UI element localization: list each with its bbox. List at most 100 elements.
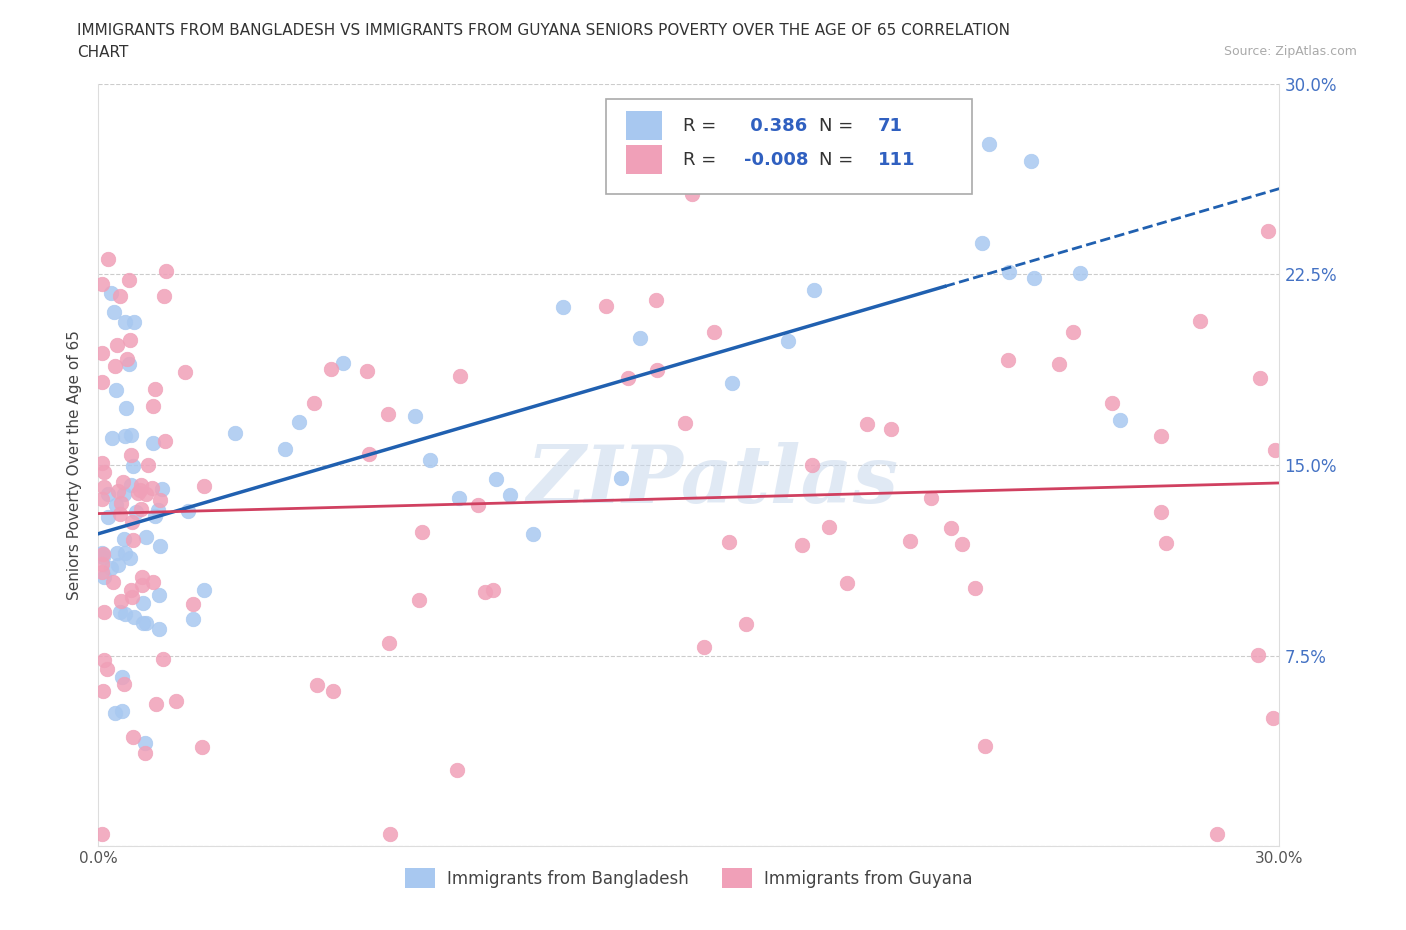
Point: [101, 575, 124, 590]
Point: [114, 545, 136, 560]
Point: [1101, 395, 1123, 410]
Text: R =: R =: [683, 116, 723, 135]
Text: N =: N =: [818, 116, 859, 135]
Point: [727, 166, 749, 181]
Point: [93, 479, 115, 494]
Text: 0.386: 0.386: [744, 116, 807, 135]
Point: [132, 616, 155, 631]
Point: [482, 582, 505, 597]
Point: [800, 458, 823, 472]
Point: [114, 315, 136, 330]
Point: [93, 464, 115, 479]
FancyBboxPatch shape: [606, 99, 973, 194]
Point: [224, 426, 246, 441]
Point: [91, 545, 114, 560]
Point: [148, 588, 170, 603]
Point: [193, 478, 215, 493]
Point: [332, 356, 354, 371]
Text: 111: 111: [877, 151, 915, 169]
Text: 71: 71: [877, 116, 903, 135]
Point: [93, 570, 115, 585]
Point: [193, 582, 215, 597]
Point: [127, 485, 149, 500]
Point: [152, 652, 174, 667]
Point: [1024, 271, 1046, 286]
Point: [148, 622, 170, 637]
Point: [717, 534, 740, 549]
Point: [149, 539, 172, 554]
Point: [173, 365, 195, 379]
Point: [105, 545, 128, 560]
Point: [105, 338, 128, 352]
Point: [274, 441, 297, 456]
Point: [97, 510, 120, 525]
Point: [120, 427, 142, 442]
Point: [499, 488, 522, 503]
Point: [920, 491, 942, 506]
Point: [101, 431, 124, 445]
Point: [118, 333, 141, 348]
Point: [112, 676, 135, 691]
Point: [997, 352, 1019, 367]
Text: ZIPatlas: ZIPatlas: [526, 442, 898, 519]
Point: [378, 635, 401, 650]
Point: [115, 352, 138, 366]
Point: [645, 292, 668, 307]
Point: [1069, 266, 1091, 281]
Point: [93, 604, 115, 619]
Point: [673, 415, 696, 430]
Point: [681, 186, 703, 201]
Point: [321, 362, 343, 377]
Point: [91, 345, 114, 360]
FancyBboxPatch shape: [626, 112, 662, 140]
Point: [112, 531, 135, 546]
Point: [1062, 325, 1084, 339]
Point: [1154, 536, 1177, 551]
Point: [181, 597, 204, 612]
Point: [104, 706, 127, 721]
Point: [419, 453, 441, 468]
Point: [136, 458, 159, 472]
Text: Source: ZipAtlas.com: Source: ZipAtlas.com: [1223, 45, 1357, 58]
Point: [118, 357, 141, 372]
Point: [155, 263, 177, 278]
Point: [93, 653, 115, 668]
Point: [131, 569, 153, 584]
Point: [1249, 371, 1271, 386]
Point: [1021, 153, 1043, 168]
Point: [153, 433, 176, 448]
Point: [108, 288, 131, 303]
Point: [121, 590, 143, 604]
Point: [974, 738, 997, 753]
Point: [474, 584, 496, 599]
Point: [1261, 711, 1284, 725]
Point: [609, 471, 631, 485]
Point: [104, 359, 127, 374]
Point: [145, 382, 167, 397]
Point: [485, 472, 508, 486]
Point: [357, 447, 380, 462]
Point: [103, 304, 125, 319]
Point: [143, 508, 166, 523]
Point: [950, 537, 973, 551]
Point: [129, 478, 152, 493]
Point: [129, 483, 152, 498]
Point: [1047, 357, 1070, 372]
Point: [720, 376, 742, 391]
Point: [1257, 223, 1279, 238]
Point: [1109, 413, 1132, 428]
Point: [1264, 443, 1286, 458]
Point: [112, 487, 135, 502]
Point: [110, 506, 132, 521]
Point: [411, 525, 433, 539]
Point: [122, 458, 145, 473]
Point: [100, 561, 122, 576]
Text: N =: N =: [818, 151, 859, 169]
Point: [121, 730, 143, 745]
Point: [997, 265, 1019, 280]
Point: [91, 547, 114, 562]
Point: [191, 739, 214, 754]
Point: [125, 504, 148, 519]
Point: [449, 368, 471, 383]
Point: [1246, 647, 1268, 662]
